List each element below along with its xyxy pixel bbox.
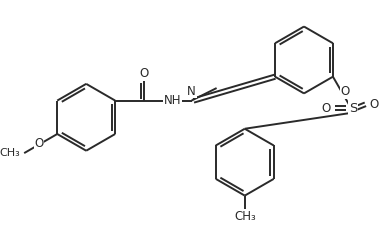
Text: NH: NH (164, 94, 181, 107)
Text: N: N (187, 85, 196, 98)
Text: O: O (341, 85, 350, 98)
Text: O: O (322, 102, 331, 115)
Text: S: S (349, 102, 357, 115)
Text: N: N (187, 84, 196, 97)
Text: O: O (370, 98, 378, 111)
Text: CH₃: CH₃ (234, 210, 256, 223)
Text: O: O (139, 67, 149, 80)
Text: O: O (34, 137, 44, 150)
Text: CH₃: CH₃ (0, 148, 20, 158)
